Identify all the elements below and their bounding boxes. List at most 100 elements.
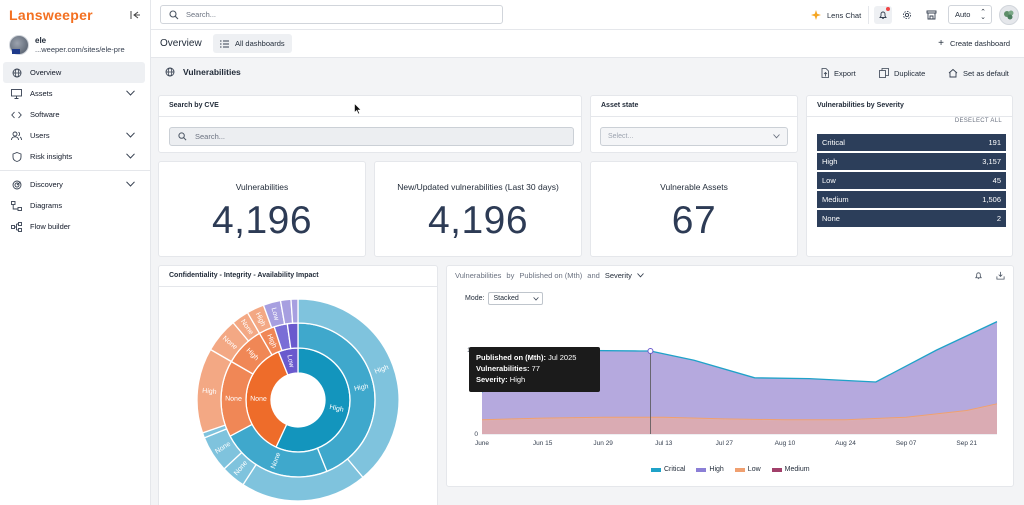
site-switcher[interactable]: ele ...weeper.com/sites/ele-pre [0, 30, 150, 60]
sidebar-item-label: Users [30, 131, 50, 140]
notifications-button[interactable] [874, 6, 892, 24]
series-area-medium[interactable] [482, 404, 997, 434]
notification-dot [886, 7, 890, 11]
settings-button[interactable] [898, 6, 916, 24]
chart-breakdown[interactable]: Severity [604, 271, 632, 280]
cve-search-input[interactable]: Search... [169, 127, 574, 146]
chevron-down-icon[interactable] [126, 131, 135, 140]
severity-row-medium[interactable]: Medium 1,506 [817, 191, 1006, 208]
sunburst-label: Low [285, 354, 295, 369]
site-url: ...weeper.com/sites/ele-pre [35, 45, 125, 54]
sunburst-label: High [329, 404, 345, 414]
legend-item-low[interactable]: Low [734, 466, 761, 473]
x-tick-label: Aug 10 [775, 440, 796, 447]
sidebar-nav: Overview Assets Software Users Risk insights… [0, 62, 150, 237]
kpi-card-vulnerable-assets: Vulnerable Assets 67 [590, 161, 798, 257]
x-tick-label: Sep 21 [956, 440, 977, 447]
export-button[interactable]: Export [821, 68, 856, 78]
chevron-down-icon[interactable] [126, 152, 135, 161]
cia-sunburst-chart[interactable]: HighNoneLowHighNoneNoneHighHighHighNoneN… [159, 287, 437, 505]
globe-icon [165, 67, 175, 77]
marketplace-button[interactable] [922, 6, 940, 24]
site-name: ele [35, 36, 47, 45]
cia-impact-card: Confidentiality - Integrity - Availabili… [158, 265, 438, 505]
leaf-avatar-icon [1004, 10, 1014, 20]
sidebar-item-label: Flow builder [30, 222, 71, 231]
sidebar-item-risk-insights[interactable]: Risk insights [3, 146, 145, 167]
sidebar-item-diagrams[interactable]: Diagrams [3, 195, 145, 216]
x-tick-label: Jun 29 [593, 440, 613, 447]
lansweeper-logo[interactable]: Lansweeper [9, 7, 93, 23]
chart-by: by [506, 271, 515, 280]
legend-item-high[interactable]: High [696, 466, 724, 473]
asset-state-select[interactable]: Select... [600, 127, 788, 146]
home-icon [948, 68, 958, 78]
tooltip-key: Severity: [476, 375, 508, 384]
chart-download-button[interactable] [996, 271, 1005, 282]
sidebar-item-overview[interactable]: Overview [3, 62, 145, 83]
user-avatar[interactable] [999, 5, 1019, 25]
sidebar-item-label: Risk insights [30, 152, 73, 161]
sidebar-item-assets[interactable]: Assets [3, 83, 145, 104]
sidebar-item-software[interactable]: Software [3, 104, 145, 125]
severity-label: Critical [822, 138, 845, 147]
severity-count: 1,506 [982, 195, 1001, 204]
mode-select[interactable]: Stacked [488, 292, 544, 305]
kpi-card-new-updated: New/Updated vulnerabilities (Last 30 day… [374, 161, 582, 257]
x-tick-label: Sep 07 [896, 440, 917, 447]
asset-state-placeholder: Select... [608, 133, 634, 140]
chart-dimension[interactable]: Published on (Mth) [519, 271, 583, 280]
sunburst-outer-low-3[interactable] [290, 298, 299, 324]
create-dashboard-button[interactable]: + Create dashboard [938, 38, 1010, 49]
sunburst-label: High [374, 364, 390, 376]
chevron-down-icon[interactable] [126, 89, 135, 98]
severity-table: Critical 191 High 3,157 Low 45 Medium 1,506 None… [817, 134, 1006, 229]
page-title: Overview [160, 38, 202, 49]
severity-row-none[interactable]: None 2 [817, 210, 1006, 227]
chevron-down-icon[interactable] [126, 180, 135, 189]
collapse-sidebar-icon[interactable] [129, 9, 141, 21]
severity-row-critical[interactable]: Critical 191 [817, 134, 1006, 151]
chevron-down-icon[interactable] [637, 273, 644, 278]
sidebar-item-label: Discovery [30, 180, 63, 189]
chart-alert-button[interactable] [974, 271, 983, 282]
vulnerabilities-trend-card: Vulnerabilities by Published on (Mth) an… [446, 265, 1014, 487]
card-title: Search by CVE [169, 102, 219, 109]
all-dashboards-label: All dashboards [235, 39, 285, 48]
legend-item-critical[interactable]: Critical [651, 466, 685, 473]
sidebar-item-label: Overview [30, 68, 62, 77]
mode-row: Mode: Stacked [465, 292, 544, 305]
legend-item-medium[interactable]: Medium [771, 466, 810, 473]
severity-row-high[interactable]: High 3,157 [817, 153, 1006, 170]
monitor-icon [11, 88, 22, 99]
cve-search-placeholder: Search... [195, 132, 226, 141]
chevron-down-icon [773, 134, 780, 139]
chart-and: and [587, 271, 600, 280]
sidebar: Lansweeper ele ...weeper.com/sites/ele-p… [0, 0, 151, 505]
chart-measure[interactable]: Vulnerabilities [455, 271, 502, 280]
x-tick-label: Aug 24 [835, 440, 856, 447]
severity-count: 3,157 [982, 157, 1001, 166]
duplicate-button[interactable]: Duplicate [879, 68, 925, 78]
series-line-low[interactable] [481, 403, 998, 421]
global-search-input[interactable]: Search... [160, 5, 503, 24]
set-default-button[interactable]: Set as default [948, 68, 1009, 78]
theme-select[interactable]: Auto ⌃ ⌄ [948, 5, 992, 24]
deselect-all-link[interactable]: DESELECT ALL [954, 118, 1002, 124]
kpi-card-vulnerabilities: Vulnerabilities 4,196 [158, 161, 366, 257]
all-dashboards-button[interactable]: All dashboards [213, 34, 292, 53]
severity-row-low[interactable]: Low 45 [817, 172, 1006, 189]
sidebar-item-users[interactable]: Users [3, 125, 145, 146]
lens-chat-button[interactable]: Lens Chat [811, 6, 861, 24]
sidebar-item-flow-builder[interactable]: Flow builder [3, 216, 145, 237]
series-area-high[interactable] [482, 321, 997, 434]
sunburst-label: None [225, 396, 242, 403]
sidebar-item-discovery[interactable]: Discovery [3, 174, 145, 195]
sidebar-item-label: Diagrams [30, 201, 63, 210]
sidebar-item-label: Assets [30, 89, 53, 98]
flow-icon [11, 221, 22, 232]
set-default-label: Set as default [963, 68, 1009, 78]
dashboard-tabs-bar: Overview All dashboards + Create dashboa… [151, 30, 1024, 58]
users-icon [11, 130, 22, 141]
